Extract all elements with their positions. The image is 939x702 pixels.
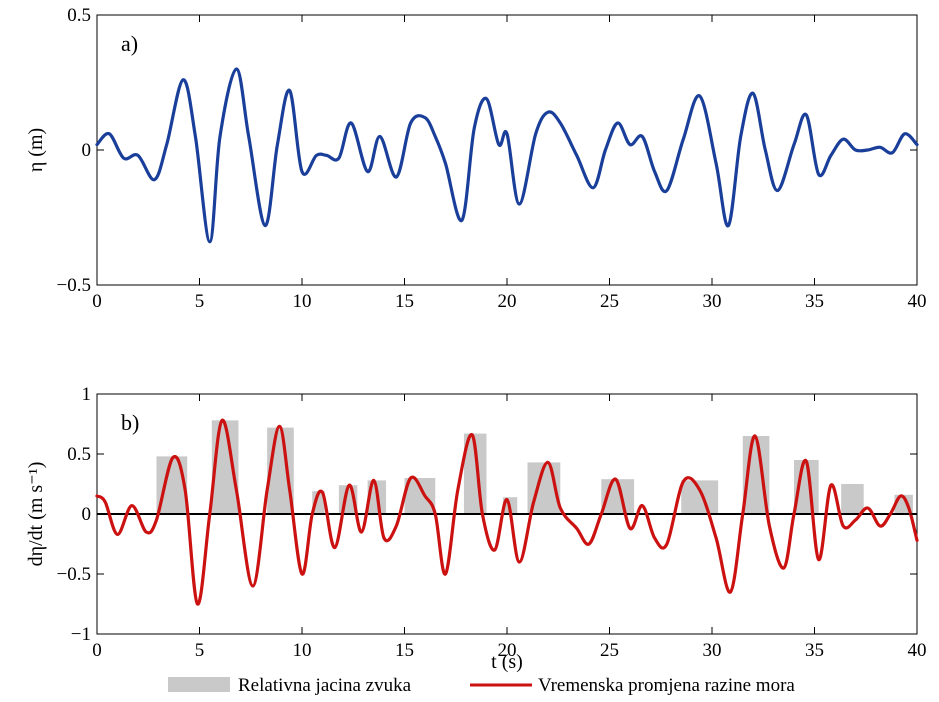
panel-b-bar-14 [841,484,864,514]
panel-b-y-tick-label-3: 0.5 [67,444,91,465]
panel-b-y-axis-label: dη/dt (m s⁻¹) [25,462,47,567]
panel-a-x-tick-label-5: 25 [600,291,619,312]
panel-a-y-tick-label-2: 0.5 [67,5,91,26]
panel-a-series-line-0 [95,67,919,244]
panel-b-series-line-0 [95,418,919,606]
legend: Relativna jacina zvuka Vremenska promjen… [168,675,795,696]
panel-b-label: b) [121,410,139,435]
panel-a-x-tick-label-2: 10 [293,291,312,312]
panel-b-x-tick-label-1: 5 [195,640,205,661]
panel-a-y-tick-label-0: −0.5 [57,275,91,296]
panel-b-x-tick-label-6: 30 [703,640,722,661]
legend-line-label: Vremenska promjena razine mora [538,675,795,696]
panel-b-x-tick-label-4: 20 [498,640,517,661]
panel-b-x-tick-label-5: 25 [600,640,619,661]
panel-b-y-tick-label-2: 0 [82,504,92,525]
panel-a-label: a) [121,31,138,56]
panel-a-x-tick-label-3: 15 [395,291,414,312]
panel-b-x-tick-label-8: 40 [908,640,927,661]
panel-a-chart: 0 5 10 15 20 25 30 35 40−0.500.5a)η (m) [25,5,927,312]
panel-a-x-tick-label-7: 35 [805,291,824,312]
panel-a-y-axis-label: η (m) [25,128,47,172]
panel-b-x-tick-label-7: 35 [805,640,824,661]
panel-a-x-tick-label-4: 20 [498,291,517,312]
panel-a-x-tick-label-8: 40 [908,291,927,312]
panel-b-y-tick-label-0: −1 [71,624,91,645]
panel-b-x-tick-label-0: 0 [92,640,102,661]
panel-b-chart: 0 5 10 15 20 25 30 35 40 −1 −0.5 0 0.5 1 b) dη/dt (m s⁻… [25,384,927,673]
panel-a-x-tick-label-1: 5 [195,291,205,312]
panel-b-y-tick-label-1: −0.5 [57,564,91,585]
legend-bar-swatch [168,677,230,692]
panel-a-x-tick-label-6: 30 [703,291,722,312]
panel-b-bar-11 [681,480,719,514]
legend-bar-label: Relativna jacina zvuka [238,675,412,696]
panel-b-x-tick-label-3: 15 [395,640,414,661]
panel-b-y-tick-label-4: 1 [82,384,92,405]
panel-b-x-axis-label: t (s) [491,651,523,673]
panel-a-y-tick-label-1: 0 [82,140,92,161]
panel-a-x-tick-label-0: 0 [92,291,102,312]
panel-b-x-tick-label-2: 10 [293,640,312,661]
